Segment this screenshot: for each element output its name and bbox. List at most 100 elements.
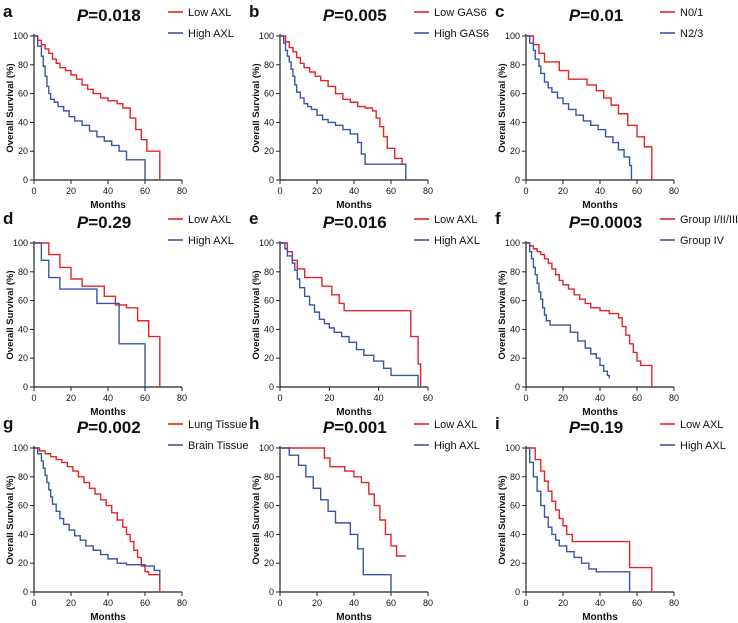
x-tick-label: 60 <box>386 598 396 608</box>
km-curve-high-axl <box>280 242 419 387</box>
y-tick-label: 60 <box>18 296 28 306</box>
x-axis-label: Months <box>90 612 126 623</box>
panel-letter: i <box>495 414 500 433</box>
x-tick-label: 80 <box>177 393 187 403</box>
x-tick-label: 20 <box>558 598 568 608</box>
y-tick-label: 100 <box>13 31 28 41</box>
km-curve-lung-tissue <box>34 447 161 592</box>
legend-label: Group IV <box>680 235 725 247</box>
x-tick-label: 80 <box>669 598 679 608</box>
km-curve-low-axl <box>280 242 422 387</box>
y-axis-label: Overall Survival (%) <box>497 270 508 359</box>
x-tick-label: 80 <box>177 598 187 608</box>
x-tick-label: 0 <box>31 186 36 196</box>
y-tick-label: 0 <box>269 175 274 185</box>
panel-letter: f <box>495 209 501 228</box>
panel-letter: e <box>249 209 258 228</box>
x-tick-label: 0 <box>277 186 282 196</box>
y-tick-label: 60 <box>18 89 28 99</box>
p-value: P=0.0003 <box>569 213 642 232</box>
panel-d: d P=0.29 0 20 40 60 80 100 0 20 40 60 80 Months Overal… <box>3 209 234 418</box>
x-tick-label: 40 <box>374 393 384 403</box>
x-tick-label: 20 <box>66 393 76 403</box>
panel-c: c P=0.01 0 20 40 60 80 100 0 20 40 60 80 Months Overal… <box>495 2 703 211</box>
x-tick-label: 0 <box>523 393 528 403</box>
y-tick-label: 0 <box>515 587 520 597</box>
p-value: P=0.016 <box>323 213 387 232</box>
km-curve-high-axl <box>526 447 631 592</box>
x-tick-label: 40 <box>595 598 605 608</box>
panel-letter: g <box>3 414 13 433</box>
legend-label: Low AXL <box>434 214 477 226</box>
x-tick-label: 60 <box>140 393 150 403</box>
km-curve-low-axl <box>34 242 161 387</box>
y-tick-label: 0 <box>515 382 520 392</box>
y-tick-label: 100 <box>13 443 28 453</box>
x-tick-label: 0 <box>31 598 36 608</box>
y-tick-label: 80 <box>18 472 28 482</box>
p-value: P=0.018 <box>77 6 141 25</box>
y-tick-label: 60 <box>264 501 274 511</box>
km-curve-n2-3 <box>526 35 633 180</box>
x-tick-label: 80 <box>423 186 433 196</box>
y-tick-label: 40 <box>18 529 28 539</box>
x-tick-label: 20 <box>312 186 322 196</box>
panel-b: b P=0.005 0 20 40 60 80 100 0 20 40 60 80 Months Overa… <box>249 2 489 211</box>
y-tick-label: 80 <box>18 267 28 277</box>
y-tick-label: 60 <box>510 501 520 511</box>
y-tick-label: 40 <box>264 117 274 127</box>
y-tick-label: 40 <box>264 529 274 539</box>
legend-label: Low AXL <box>680 419 723 431</box>
y-tick-label: 20 <box>264 353 274 363</box>
x-axis-label: Months <box>582 612 618 623</box>
x-tick-label: 40 <box>349 186 359 196</box>
x-tick-label: 20 <box>66 186 76 196</box>
y-tick-label: 0 <box>23 175 28 185</box>
panel-letter: d <box>3 209 13 228</box>
y-tick-label: 40 <box>264 324 274 334</box>
km-curve-group-iv <box>526 242 610 379</box>
p-value: P=0.005 <box>323 6 387 25</box>
x-tick-label: 0 <box>277 393 282 403</box>
x-tick-label: 80 <box>423 598 433 608</box>
x-axis-label: Months <box>90 200 126 211</box>
y-tick-label: 60 <box>264 296 274 306</box>
y-axis-label: Overall Survival (%) <box>251 475 262 564</box>
p-value: P=0.19 <box>569 418 623 437</box>
km-curve-high-axl <box>34 35 146 180</box>
x-tick-label: 0 <box>523 186 528 196</box>
x-tick-label: 60 <box>140 598 150 608</box>
x-axis-label: Months <box>582 407 618 418</box>
y-tick-label: 100 <box>259 238 274 248</box>
x-axis-label: Months <box>336 612 372 623</box>
legend-label: Low AXL <box>188 7 231 19</box>
legend-label: High AXL <box>680 440 726 452</box>
panel-h: h P=0.001 0 20 40 60 80 100 0 20 40 60 80 Months Overa… <box>249 414 480 623</box>
x-tick-label: 80 <box>177 186 187 196</box>
x-tick-label: 60 <box>140 186 150 196</box>
km-curve-group-i-ii-iii <box>526 242 653 387</box>
y-tick-label: 40 <box>510 529 520 539</box>
y-tick-label: 20 <box>264 146 274 156</box>
y-tick-label: 60 <box>510 296 520 306</box>
y-tick-label: 40 <box>510 324 520 334</box>
x-tick-label: 0 <box>277 598 282 608</box>
x-tick-label: 40 <box>103 598 113 608</box>
y-tick-label: 20 <box>18 558 28 568</box>
p-value: P=0.29 <box>77 213 131 232</box>
y-tick-label: 100 <box>505 443 520 453</box>
km-curve-high-axl <box>280 447 392 592</box>
panel-letter: a <box>3 2 13 21</box>
x-tick-label: 60 <box>423 393 433 403</box>
y-tick-label: 100 <box>13 238 28 248</box>
x-tick-label: 60 <box>632 393 642 403</box>
legend-label: N2/3 <box>680 28 703 40</box>
x-tick-label: 40 <box>349 598 359 608</box>
y-tick-label: 80 <box>264 60 274 70</box>
legend-label: Low AXL <box>188 214 231 226</box>
x-tick-label: 20 <box>558 186 568 196</box>
p-value: P=0.002 <box>77 418 141 437</box>
legend-label: High GAS6 <box>434 28 489 40</box>
y-axis-label: Overall Survival (%) <box>251 63 262 152</box>
y-tick-label: 20 <box>18 146 28 156</box>
